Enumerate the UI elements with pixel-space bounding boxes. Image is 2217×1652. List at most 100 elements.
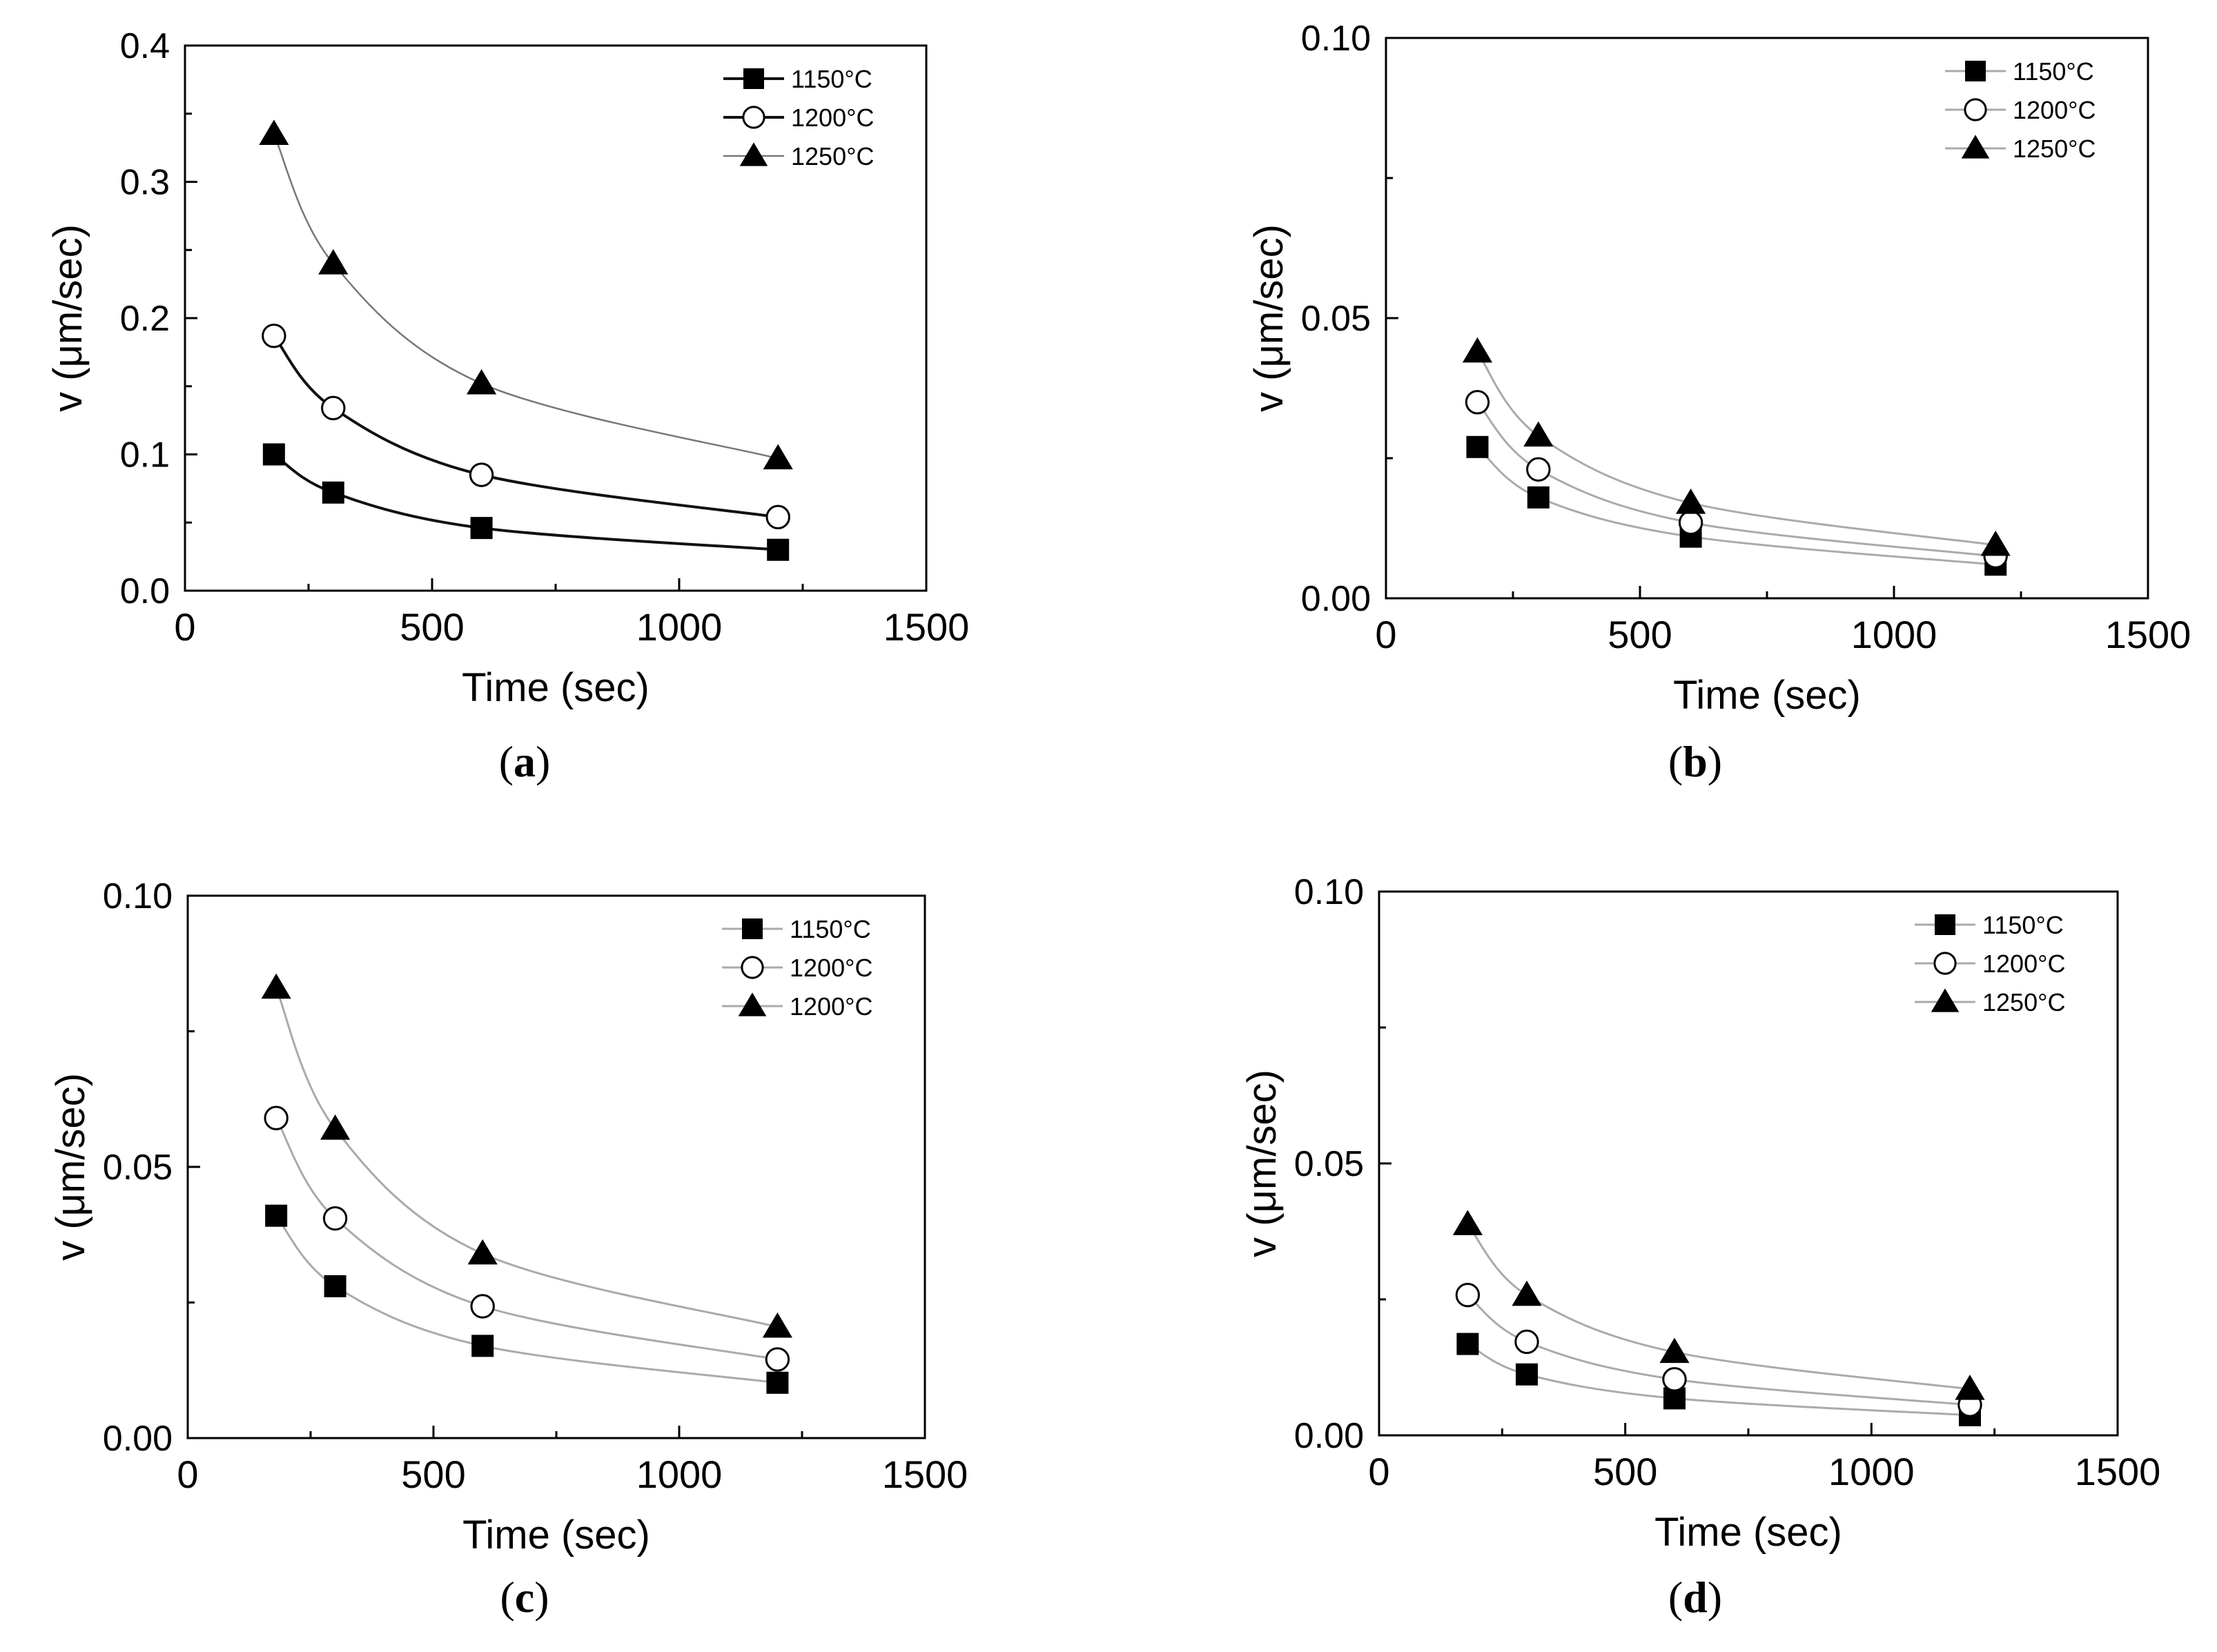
data-point <box>1526 457 1551 482</box>
legend-marker <box>1961 135 1990 159</box>
x-tick-label: 500 <box>401 1453 465 1496</box>
y-tick-label: 0.10 <box>1301 19 1371 59</box>
data-point <box>261 973 291 999</box>
legend-label: 1200°C <box>1982 950 2065 978</box>
data-point <box>322 481 344 504</box>
legend-label: 1150°C <box>2013 57 2094 86</box>
panel-caption: (c) <box>500 1573 549 1622</box>
data-point <box>467 368 497 395</box>
series-line-3 <box>1476 351 1996 547</box>
y-axis-label: v (μm/sec) <box>48 1073 93 1261</box>
legend-label: 1200°C <box>790 954 872 982</box>
series-line-1 <box>1476 446 1996 566</box>
x-tick-label: 1500 <box>882 1453 968 1496</box>
legend-marker <box>742 918 763 939</box>
y-axis-label: v (μm/sec) <box>1247 224 1291 412</box>
panel-caption: (d) <box>1668 1573 1722 1622</box>
data-point <box>1676 489 1706 514</box>
x-axis-label: Time (sec) <box>462 1513 650 1557</box>
x-tick-label: 0 <box>177 1453 198 1496</box>
y-tick-label: 0.3 <box>120 163 170 203</box>
x-axis-label: Time (sec) <box>462 665 650 710</box>
legend-marker <box>1965 61 1986 81</box>
legend-marker <box>738 992 767 1016</box>
series-line-2 <box>275 1117 778 1361</box>
data-point <box>322 1206 348 1231</box>
series-line-2 <box>273 335 779 519</box>
x-axis-label: Time (sec) <box>1673 673 1861 718</box>
series-line-2 <box>1476 401 1996 558</box>
data-point <box>765 504 790 530</box>
x-tick-label: 0 <box>174 605 195 649</box>
data-point <box>763 444 793 470</box>
x-tick-label: 1500 <box>2075 1450 2161 1493</box>
data-point <box>1527 486 1550 509</box>
data-point <box>1523 421 1554 447</box>
x-tick-label: 0 <box>1375 613 1396 656</box>
legend-label: 1150°C <box>791 65 872 93</box>
data-point <box>470 1294 495 1319</box>
data-point <box>1465 390 1490 415</box>
data-point <box>320 1114 351 1140</box>
y-tick-label: 0.00 <box>103 1419 173 1459</box>
legend-label: 1250°C <box>791 142 874 170</box>
legend-label: 1200°C <box>2013 96 2096 124</box>
y-tick-label: 0.05 <box>1301 299 1371 339</box>
y-tick-label: 0.1 <box>120 435 170 475</box>
legend-marker <box>1933 952 1957 975</box>
data-point <box>1980 530 2011 556</box>
y-tick-label: 0.10 <box>1294 872 1364 912</box>
x-tick-label: 1500 <box>2105 613 2191 656</box>
data-point <box>1512 1280 1542 1306</box>
x-tick-label: 500 <box>1608 613 1672 656</box>
x-tick-label: 1000 <box>1828 1450 1915 1493</box>
panel-caption: (b) <box>1668 737 1722 786</box>
data-point <box>262 443 285 466</box>
data-point <box>1456 1333 1479 1355</box>
series-line-1 <box>273 453 779 551</box>
legend-marker <box>739 142 768 166</box>
x-tick-label: 1500 <box>883 605 970 649</box>
series-line-3 <box>1467 1223 1971 1390</box>
legend-marker <box>741 956 764 979</box>
legend-label: 1200°C <box>790 992 872 1021</box>
data-point <box>765 1347 790 1372</box>
y-tick-label: 0.00 <box>1294 1416 1364 1456</box>
data-point <box>1462 337 1493 363</box>
data-point <box>467 1239 498 1265</box>
y-tick-label: 0.4 <box>120 26 170 66</box>
panel-caption: (a) <box>499 737 551 786</box>
data-point <box>265 1204 288 1227</box>
y-tick-label: 0.00 <box>1301 579 1371 619</box>
data-point <box>264 1105 289 1130</box>
y-tick-label: 0.10 <box>103 876 173 916</box>
data-point <box>469 462 494 487</box>
data-point <box>471 1335 494 1357</box>
data-point <box>470 517 493 540</box>
data-point <box>1662 1367 1687 1392</box>
legend-label: 1250°C <box>2013 135 2096 163</box>
y-axis-label: v (μm/sec) <box>46 224 90 412</box>
data-point <box>1452 1210 1483 1235</box>
data-point <box>1455 1282 1481 1308</box>
data-point <box>767 538 790 561</box>
x-tick-label: 1000 <box>1851 613 1937 656</box>
legend-label: 1200°C <box>791 104 874 132</box>
data-point <box>1466 435 1489 458</box>
legend-marker <box>1964 98 1987 121</box>
y-tick-label: 0.0 <box>120 571 170 611</box>
data-point <box>766 1371 789 1394</box>
legend-marker <box>743 68 764 89</box>
series-line-3 <box>275 987 778 1328</box>
data-point <box>262 323 286 348</box>
series-line-1 <box>275 1215 778 1384</box>
x-tick-label: 0 <box>1368 1450 1389 1493</box>
y-tick-label: 0.05 <box>103 1148 173 1188</box>
y-axis-label: v (μm/sec) <box>1240 1070 1285 1257</box>
series-line-2 <box>1467 1294 1971 1406</box>
